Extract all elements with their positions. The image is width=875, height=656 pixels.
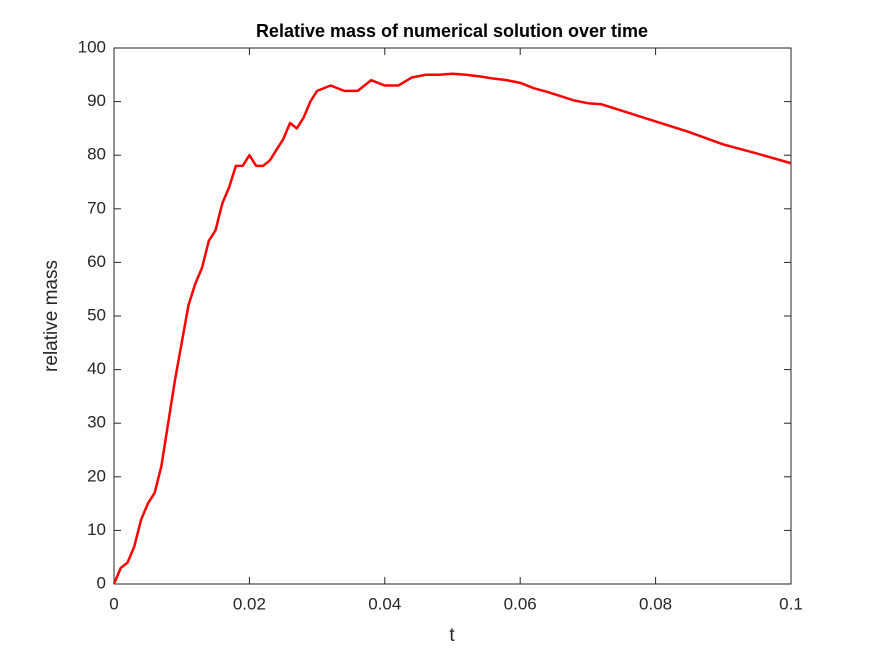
y-tick-label: 0 — [97, 573, 106, 592]
y-tick-label: 20 — [87, 466, 106, 485]
y-tick-label: 80 — [87, 145, 106, 164]
y-tick-label: 60 — [87, 252, 106, 271]
x-tick-label: 0.02 — [233, 594, 266, 613]
x-tick-label: 0.04 — [368, 594, 401, 613]
x-tick-label: 0.06 — [504, 594, 537, 613]
y-tick-label: 40 — [87, 359, 106, 378]
plot-box — [113, 47, 792, 585]
data-line — [112, 72, 792, 585]
x-tick-label: 0.08 — [639, 594, 672, 613]
y-tick-label: 90 — [87, 91, 106, 110]
y-tick-label: 10 — [87, 520, 106, 539]
y-tick-label: 100 — [78, 37, 106, 56]
y-tick-label: 70 — [87, 198, 106, 217]
y-tick-label: 50 — [87, 305, 106, 324]
x-tick-label: 0.1 — [779, 594, 803, 613]
x-tick-label: 0 — [109, 594, 118, 613]
y-axis-label: relative mass — [41, 260, 62, 372]
chart-title: Relative mass of numerical solution over… — [256, 21, 648, 41]
y-tick-label: 30 — [87, 413, 106, 432]
x-axis-label: t — [449, 625, 455, 646]
